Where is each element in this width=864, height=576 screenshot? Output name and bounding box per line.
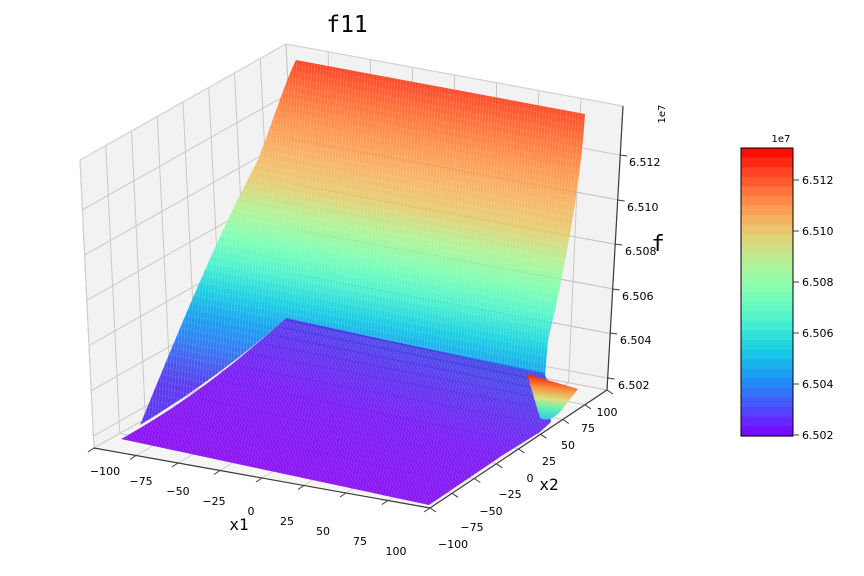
colorbar-band	[741, 272, 793, 283]
colorbar-tick: 6.508	[802, 276, 834, 289]
colorbar-band	[741, 176, 793, 187]
surface-wall	[140, 60, 618, 425]
surface-wall-bands	[140, 60, 585, 425]
colorbar-band	[741, 292, 793, 303]
colorbar-tick: 6.510	[802, 225, 834, 238]
x1-tick: −75	[129, 475, 152, 488]
x2-tick: −25	[498, 488, 521, 501]
colorbar-band	[741, 407, 793, 418]
box-edge-left	[79, 43, 624, 449]
colorbar-band	[741, 157, 793, 168]
wall-seethrough-grid	[290, 138, 618, 334]
surface-floor	[121, 318, 551, 505]
x1-tick: 25	[280, 515, 294, 528]
surface-corner-patch	[527, 374, 578, 420]
colorbar-band	[741, 205, 793, 216]
colorbar-tick-labels: 6.512 6.510 6.508 6.506 6.504 6.502	[802, 174, 834, 442]
z-tick: 6.502	[618, 379, 650, 392]
x2-tick: −100	[438, 538, 468, 551]
colorbar-band	[741, 215, 793, 226]
colorbar-tick: 6.512	[802, 174, 834, 187]
z-tick: 6.510	[627, 201, 659, 214]
colorbar-band	[741, 311, 793, 322]
colorbar-band	[741, 234, 793, 245]
colorbar-band	[741, 301, 793, 312]
z-tick: 6.506	[622, 290, 654, 303]
colorbar-band	[741, 368, 793, 379]
colorbar-tick: 6.504	[802, 378, 834, 391]
colorbar-band	[741, 224, 793, 235]
colorbar: 6.512 6.510 6.508 6.506 6.504 6.502 1e7	[740, 134, 834, 442]
z-tick: 6.512	[629, 156, 661, 169]
colorbar-tickmarks	[793, 179, 799, 436]
z-spine	[606, 105, 624, 391]
axes-box	[79, 43, 628, 513]
x1-tick: 75	[353, 535, 367, 548]
colorbar-tick: 6.502	[802, 429, 834, 442]
colorbar-band	[741, 330, 793, 341]
colorbar-band	[741, 196, 793, 207]
x2-tick: −75	[460, 521, 483, 534]
z-tick: 6.504	[620, 334, 652, 347]
x2-tick: 75	[581, 422, 595, 435]
colorbar-band	[741, 148, 793, 159]
colorbar-tick: 6.506	[802, 327, 834, 340]
x2-tick: 25	[542, 455, 556, 468]
x1-tick-labels: −100 −75 −50 −25 0 25 50 75 100	[90, 465, 407, 558]
colorbar-offset-text: 1e7	[772, 134, 791, 145]
x2-tick-labels: 100 75 50 25 0 −25 −50 −75 −100	[438, 406, 618, 551]
colorbar-band	[741, 378, 793, 389]
x2-tickmarks	[429, 389, 614, 513]
colorbar-gradient	[741, 148, 793, 437]
colorbar-band	[741, 320, 793, 331]
colorbar-band	[741, 263, 793, 274]
surface-contour-stripes	[169, 319, 546, 479]
colorbar-band	[741, 416, 793, 427]
x1-axis-label: x1	[229, 515, 248, 534]
z-axis-label: f	[651, 232, 664, 257]
colorbar-band	[741, 388, 793, 399]
x2-tick: −50	[479, 505, 502, 518]
colorbar-band	[741, 244, 793, 255]
colorbar-outline	[740, 147, 794, 437]
colorbar-band	[741, 167, 793, 178]
z-tick-labels: 6.502 6.504 6.506 6.508 6.510 6.512	[618, 156, 661, 392]
colorbar-band	[741, 186, 793, 197]
colorbar-band	[741, 359, 793, 370]
z-tick: 6.508	[625, 245, 657, 258]
colorbar-band	[741, 253, 793, 264]
x1-tick: −100	[90, 465, 120, 478]
colorbar-band	[741, 349, 793, 360]
colorbar-band	[741, 282, 793, 293]
x1-tick: 0	[248, 505, 255, 518]
z-axis-offset-text: 1e7	[657, 105, 668, 124]
x1-tick: 100	[386, 545, 407, 558]
x1-tick: 50	[316, 525, 330, 538]
x2-tick: 100	[597, 406, 618, 419]
x1-tick: −50	[166, 485, 189, 498]
x2-axis-label: x2	[539, 475, 558, 494]
colorbar-band	[741, 426, 793, 437]
x2-tick: 0	[527, 472, 534, 485]
colorbar-band	[741, 340, 793, 351]
colorbar-band	[741, 397, 793, 408]
plot-title: f11	[326, 12, 368, 38]
z-tickmarks	[607, 154, 628, 380]
x1-tickmarks	[87, 447, 431, 513]
x1-tick: −25	[202, 495, 225, 508]
x2-tick: 50	[561, 439, 575, 452]
surface-floor-mesh-2	[121, 318, 551, 505]
